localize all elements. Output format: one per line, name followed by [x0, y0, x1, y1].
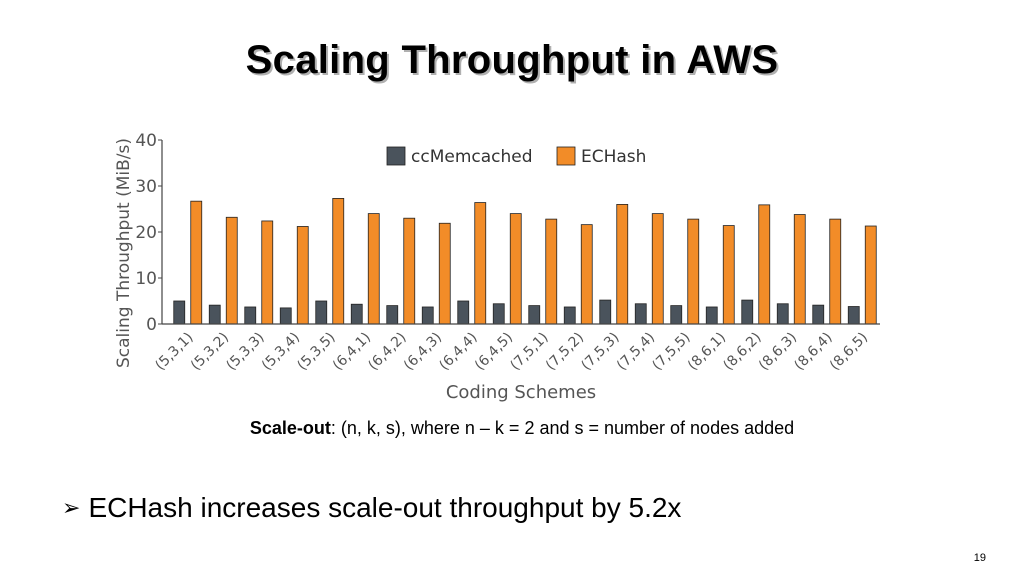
bar-ccmemcached: [350, 303, 363, 325]
y-tick-label: 10: [135, 269, 157, 289]
arrow-bullet-icon: ➢: [62, 495, 81, 520]
x-tick-label: (6,4,5): [472, 330, 516, 374]
bar-echash: [332, 198, 345, 325]
caption-text: : (n, k, s), where n – k = 2 and s = num…: [330, 418, 795, 438]
bar-echash: [580, 224, 593, 325]
x-tick-label: (8,6,4): [791, 330, 835, 374]
bar-echash: [403, 217, 416, 325]
bar-ccmemcached: [386, 305, 399, 325]
bar-echash: [225, 216, 238, 325]
bar-echash: [793, 214, 806, 325]
bar-echash: [545, 218, 558, 325]
bar-ccmemcached: [244, 306, 257, 325]
bar-ccmemcached: [457, 300, 470, 325]
bar-echash: [687, 218, 700, 325]
bullet-text: ECHash increases scale-out throughput by…: [88, 492, 682, 523]
bar-ccmemcached: [634, 303, 647, 325]
bar-echash: [296, 226, 309, 325]
x-tick-label: (6,4,3): [401, 330, 445, 374]
x-tick-label: (7,5,5): [649, 330, 693, 374]
bar-echash: [651, 213, 664, 325]
bar-echash: [829, 218, 842, 325]
bar-ccmemcached: [315, 300, 328, 325]
bar-ccmemcached: [208, 304, 221, 325]
x-tick-label: (7,5,1): [507, 330, 551, 374]
y-tick-label: 0: [146, 315, 157, 335]
legend-swatch: [556, 146, 576, 166]
bar-group: [173, 198, 877, 325]
bullet-point: ➢ ECHash increases scale-out throughput …: [62, 492, 681, 524]
y-tick-label: 40: [135, 131, 157, 151]
bar-echash: [367, 213, 380, 325]
bar-ccmemcached: [741, 299, 754, 325]
legend-label: ccMemcached: [411, 147, 533, 167]
caption-bold: Scale-out: [249, 418, 331, 438]
x-tick-label: (8,6,3): [756, 330, 800, 374]
x-tick-label: (6,4,4): [436, 330, 480, 374]
bar-echash: [261, 220, 274, 325]
x-tick-label: (5,3,3): [223, 330, 267, 374]
x-tick-label: (8,6,1): [685, 330, 729, 374]
bar-echash: [438, 222, 451, 325]
bar-echash: [722, 225, 735, 325]
x-axis-label: Coding Schemes: [446, 382, 596, 403]
x-tick-label: (5,3,2): [188, 330, 232, 374]
bar-echash: [616, 204, 629, 325]
bar-ccmemcached: [528, 305, 541, 325]
bar-echash: [864, 225, 877, 325]
y-tick-label: 30: [135, 177, 157, 197]
y-axis-label: Scaling Throughput (MiB/s): [114, 138, 134, 368]
x-tick-label: (7,5,4): [614, 330, 658, 374]
bar-ccmemcached: [599, 299, 612, 325]
bar-ccmemcached: [279, 307, 292, 325]
bar-echash: [509, 213, 522, 325]
bar-echash: [190, 200, 203, 325]
bar-ccmemcached: [670, 305, 683, 325]
bar-ccmemcached: [847, 306, 860, 325]
x-tick-label: (6,4,1): [330, 330, 374, 374]
legend-label: ECHash: [581, 147, 646, 167]
bar-ccmemcached: [812, 304, 825, 325]
x-tick-label: (8,6,2): [720, 330, 764, 374]
x-axis-ticks: (5,3,1)(5,3,2)(5,3,3)(5,3,4)(5,3,5)(6,4,…: [152, 330, 871, 374]
x-tick-label: (5,3,1): [152, 330, 196, 374]
bar-ccmemcached: [173, 300, 186, 325]
bar-ccmemcached: [421, 306, 434, 325]
bar-echash: [474, 202, 487, 325]
y-axis-ticks: 0 10 20 30 40: [135, 131, 162, 335]
x-tick-label: (7,5,2): [543, 330, 587, 374]
chart-legend: ccMemcached ECHash: [386, 146, 646, 167]
bar-ccmemcached: [492, 303, 505, 325]
x-tick-label: (7,5,3): [578, 330, 622, 374]
x-tick-label: (5,3,5): [294, 330, 338, 374]
chart-caption: Scale-out: (n, k, s), where n – k = 2 an…: [0, 418, 1024, 439]
x-tick-label: (6,4,2): [365, 330, 409, 374]
y-tick-label: 20: [135, 223, 157, 243]
bar-ccmemcached: [705, 306, 718, 325]
bar-ccmemcached: [563, 306, 576, 325]
slide-title: Scaling Throughput in AWS: [245, 38, 779, 82]
bar-echash: [758, 204, 771, 325]
x-tick-label: (5,3,4): [259, 330, 303, 374]
bar-ccmemcached: [776, 303, 789, 325]
page-number: 19: [973, 552, 986, 564]
x-tick-label: (8,6,5): [827, 330, 871, 374]
legend-swatch: [386, 146, 406, 166]
